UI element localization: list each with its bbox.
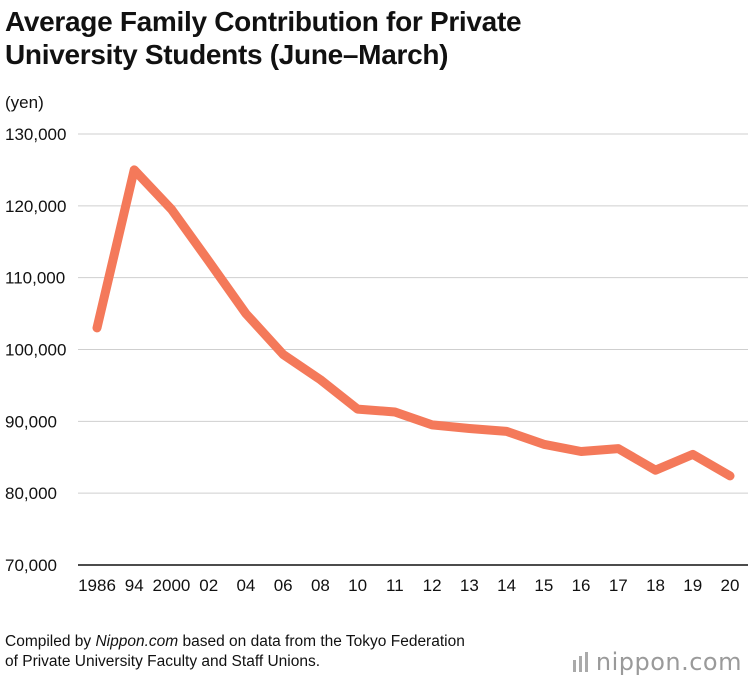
x-tick-label: 1986 [78,576,116,595]
y-tick-label: 80,000 [5,484,57,503]
chart-title-line-2: University Students (June–March) [5,39,449,70]
x-tick-label: 19 [683,576,702,595]
source-note: Compiled by Nippon.com based on data fro… [5,632,585,672]
x-tick-label: 2000 [153,576,191,595]
x-tick-label: 17 [609,576,628,595]
x-tick-label: 94 [125,576,144,595]
x-tick-label: 04 [236,576,255,595]
y-tick-label: 70,000 [5,556,57,575]
gridlines [78,133,748,566]
series-layer [92,165,735,481]
x-tick-label: 14 [497,576,516,595]
x-tick-label: 11 [386,576,404,595]
source-site-name: Nippon.com [95,633,179,650]
x-tick-label: 12 [423,576,442,595]
x-tick-label: 18 [646,576,665,595]
series-line [92,165,735,481]
source-prefix: Compiled by [5,633,96,650]
y-tick-label: 110,000 [5,269,65,288]
chart-title-line-1: Average Family Contribution for Private [5,6,522,37]
x-tick-label: 08 [311,576,330,595]
y-tick-label: 100,000 [5,341,66,360]
y-axis-unit-label: (yen) [5,93,44,112]
chart-title: Average Family Contribution for Private … [5,5,745,71]
x-tick-label: 16 [572,576,591,595]
nippon-logo: nippon.com [572,648,742,676]
x-tick-label: 20 [721,576,740,595]
logo-text: nippon.com [595,648,742,676]
x-tick-label: 13 [460,576,479,595]
x-tick-labels: 1986 94 2000 02 04 06 08 10 11 12 13 14 15 16 17 18 19 20 [78,576,739,595]
x-tick-label: 06 [274,576,293,595]
source-line-2: of Private University Faculty and Staff … [5,653,321,670]
nippon-bars-icon [572,652,588,672]
x-tick-label: 02 [199,576,218,595]
x-tick-label: 15 [534,576,553,595]
y-tick-labels: 70,000 80,000 90,000 100,000 110,000 120,000 1… [5,125,66,575]
y-tick-label: 90,000 [5,412,57,431]
y-tick-label: 120,000 [5,197,66,216]
x-tick-label: 10 [348,576,367,595]
y-tick-label: 130,000 [5,125,66,144]
source-rest-line-1: based on data from the Tokyo Federation [178,633,465,650]
